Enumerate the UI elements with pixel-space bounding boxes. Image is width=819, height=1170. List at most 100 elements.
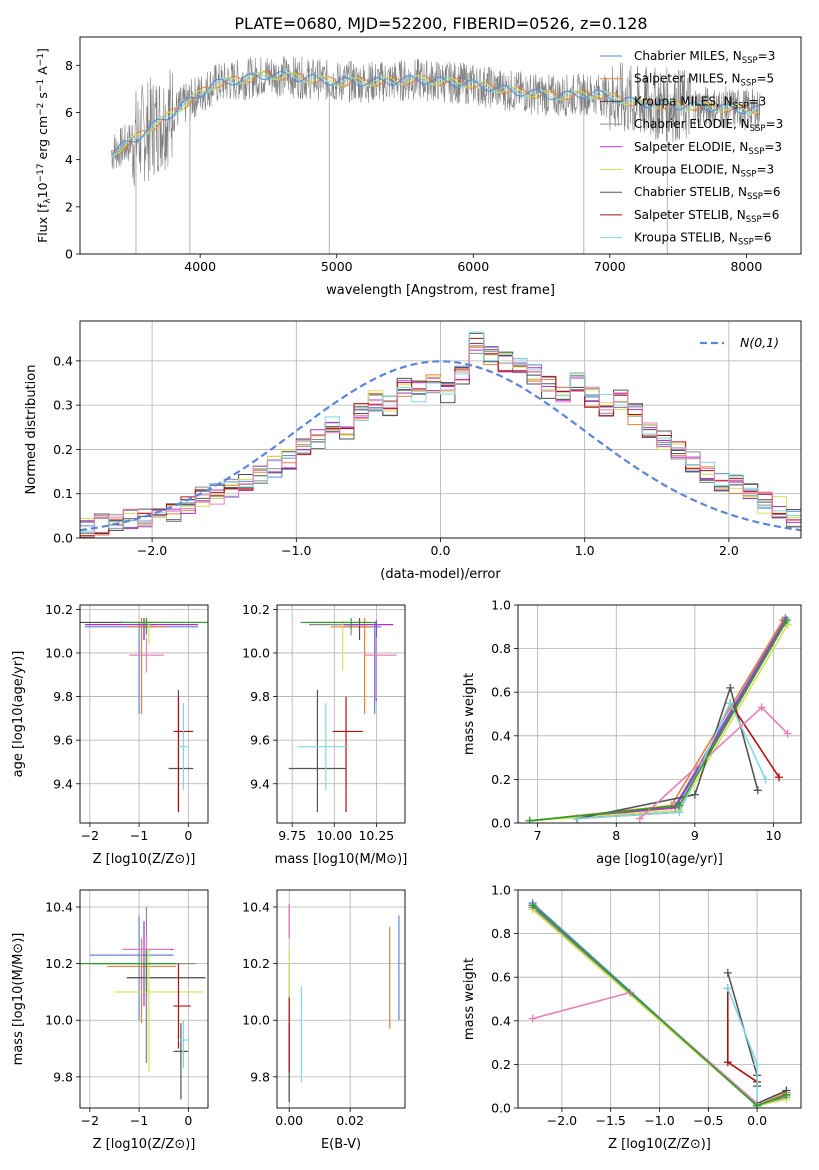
axes-frame [517, 889, 802, 1109]
y-axis-label: mass [log10(M/M⊙)] [11, 933, 26, 1066]
model-spectrum-line [111, 71, 759, 156]
y-axis-label-part: −1 [36, 53, 46, 66]
weight-point-marker [753, 786, 762, 795]
y-tick-label: 9.6 [53, 733, 73, 748]
weight-series-line [576, 701, 767, 820]
y-tick-label: 9.8 [250, 1069, 270, 1084]
legend-label-sub: SSP [733, 101, 749, 111]
y-tick-label: 9.4 [250, 776, 270, 791]
x-axis-label: mass [log10(M/M⊙)] [275, 852, 408, 867]
x-tick-label: −2 [81, 1113, 99, 1128]
x-axis-label: E(B-V) [321, 1137, 361, 1152]
axes-frame [276, 604, 406, 824]
panel-age-vs-mass: 9.75 10.00 10.25 9.4 9.6 9.8 10.0 10.2 mass [log… [242, 602, 407, 867]
legend-label-sub: SSP [742, 56, 758, 66]
weight-series-line [727, 972, 758, 1087]
legend-label: Chabrier STELIB, NSSP=6 [634, 185, 781, 202]
plot-area [288, 618, 397, 813]
y-tick-label: 0 [65, 247, 73, 262]
y-tick-label: 2 [65, 199, 73, 214]
weight-series-line [529, 624, 789, 822]
legend-label-sub: SSP [741, 79, 757, 89]
y-tick-label: 4 [65, 152, 73, 167]
weight-point-marker [726, 699, 735, 708]
weight-point-marker [690, 790, 699, 799]
legend-label-sub: SSP [748, 147, 764, 157]
plot-area [525, 614, 792, 823]
y-tick-label: 10.2 [242, 956, 270, 971]
y-tick-label: 0.6 [491, 685, 511, 700]
legend-label: Salpeter STELIB, NSSP=6 [634, 208, 779, 225]
histogram-series [80, 345, 801, 538]
panel-age-vs-Z: −2 −1 0 9.4 9.6 9.8 10.0 10.2 Z [log10(Z/Z⊙)] age… [11, 602, 209, 867]
weight-point-marker [723, 1058, 732, 1067]
panel-spectrum: 4000 5000 6000 7000 8000 0 2 4 6 8 wavelength [Ang… [35, 36, 802, 298]
weight-point-marker [774, 773, 783, 782]
legend-label: Chabrier MILES, NSSP=3 [634, 49, 775, 66]
y-axis-label-part: −17 [36, 163, 46, 182]
legend-label-text: Chabrier STELIB, N [634, 185, 747, 199]
y-tick-label: 0.4 [53, 353, 73, 368]
y-tick-label: 8 [65, 58, 73, 73]
legend-label-sub: SSP [750, 124, 766, 134]
legend-label-text: Kroupa MILES, N [634, 94, 733, 108]
x-tick-label: 4000 [184, 259, 216, 274]
plot-area [288, 904, 400, 1103]
plot-area [80, 906, 206, 1100]
legend-label-text: Salpeter ELODIE, N [634, 140, 748, 154]
x-tick-label: −1.5 [596, 1113, 626, 1128]
y-tick-label: 0.2 [491, 772, 511, 787]
y-tick-label: 10.2 [242, 602, 270, 617]
x-tick-label: −2 [81, 828, 99, 843]
x-tick-label: −1 [130, 1113, 148, 1128]
y-tick-label: 0.1 [53, 486, 73, 501]
legend-label-tail: =3 [749, 94, 767, 108]
legend-label-text: Salpeter MILES, N [634, 72, 741, 86]
legend-label: Salpeter MILES, NSSP=5 [634, 72, 774, 89]
legend-label-tail: =6 [754, 231, 772, 245]
y-axis-label-part: 10 [35, 182, 50, 198]
x-tick-label: 0.02 [336, 1113, 364, 1128]
legend-label-text: Salpeter STELIB, N [634, 208, 746, 222]
y-axis-label: Normed distribution [24, 365, 39, 495]
y-tick-label: 9.6 [250, 733, 270, 748]
x-tick-label: 8 [612, 828, 620, 843]
axes-frame [79, 36, 802, 255]
axes-frame [276, 889, 406, 1109]
x-axis-label: Z [log10(Z/Z⊙)] [93, 1137, 196, 1152]
legend-label-sub: SSP [738, 238, 754, 248]
weight-point-marker [726, 683, 735, 692]
y-tick-label: 0.2 [491, 1057, 511, 1072]
y-tick-label: 9.8 [250, 689, 270, 704]
x-tick-label: −0.5 [693, 1113, 723, 1128]
legend-label: Kroupa STELIB, NSSP=6 [634, 231, 772, 248]
x-tick-label: 5000 [321, 259, 353, 274]
figure-title: PLATE=0680, MJD=52200, FIBERID=0526, z=0… [234, 14, 647, 33]
x-tick-label: 8000 [730, 259, 762, 274]
plot-area [528, 899, 791, 1108]
y-tick-label: 0.8 [491, 641, 511, 656]
y-tick-label: 0.2 [53, 442, 73, 457]
y-tick-label: 0.0 [53, 531, 73, 546]
axes-frame [79, 320, 802, 539]
x-tick-label: 2.0 [719, 543, 739, 558]
weight-point-marker [675, 801, 684, 810]
legend-label: Kroupa ELODIE, NSSP=3 [634, 163, 774, 180]
legend-label-sub: SSP [747, 192, 763, 202]
legend-label-tail: =3 [766, 117, 784, 131]
y-tick-label: 1.0 [491, 883, 511, 898]
y-tick-label: 1.0 [491, 598, 511, 613]
legend-label-text: Chabrier MILES, N [634, 49, 742, 63]
legend-label-text: Chabrier ELODIE, N [634, 117, 750, 131]
histogram-series [80, 337, 801, 538]
x-tick-label: 6000 [457, 259, 489, 274]
weight-point-marker [753, 1060, 762, 1069]
plot-area [80, 618, 208, 813]
legend-label: N(0,1) [740, 335, 779, 350]
weight-point-marker [782, 616, 791, 625]
axes-frame [79, 889, 209, 1109]
x-tick-label: 7 [534, 828, 542, 843]
x-tick-label: 0.0 [431, 543, 451, 558]
weight-point-marker [782, 1090, 791, 1099]
x-axis-label: Z [log10(Z/Z⊙)] [608, 1137, 711, 1152]
